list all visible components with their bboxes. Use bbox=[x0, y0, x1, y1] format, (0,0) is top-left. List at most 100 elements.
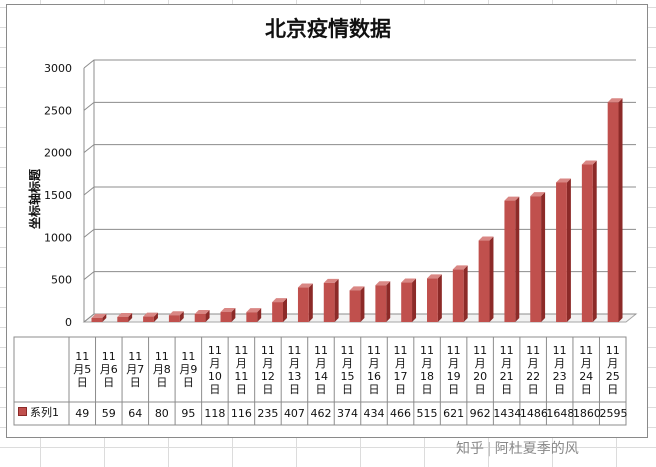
bar-side bbox=[128, 313, 133, 322]
bar bbox=[375, 285, 387, 322]
x-category-label: 11 月7 日 bbox=[126, 350, 145, 389]
bar bbox=[452, 269, 464, 322]
x-category-label: 11 月 15 日 bbox=[340, 343, 355, 396]
data-label: 1860 bbox=[572, 407, 601, 420]
bar-side bbox=[360, 286, 365, 322]
x-category-label: 11 月 13 日 bbox=[287, 343, 302, 396]
bar bbox=[246, 312, 258, 322]
bar-top bbox=[168, 311, 184, 316]
data-label: 434 bbox=[363, 407, 385, 420]
bar bbox=[143, 316, 154, 322]
bar-top bbox=[220, 308, 236, 313]
x-category-label: 11 月 14 日 bbox=[313, 343, 328, 396]
bar-top bbox=[349, 286, 365, 291]
bar-side bbox=[308, 283, 313, 322]
x-category-label: 11 月 20 日 bbox=[473, 343, 488, 396]
bar-top bbox=[117, 313, 133, 318]
x-category-label: 11 月6 日 bbox=[99, 350, 118, 389]
bar-top bbox=[607, 98, 623, 103]
bar-side bbox=[179, 311, 184, 322]
bar bbox=[401, 282, 413, 322]
y-tick-label: 500 bbox=[51, 274, 72, 287]
y-tick-label: 0 bbox=[65, 316, 72, 329]
data-label: 1648 bbox=[546, 407, 575, 420]
gridline bbox=[83, 59, 636, 69]
bar-top bbox=[401, 278, 417, 283]
data-label: 118 bbox=[204, 407, 226, 420]
bar-side bbox=[463, 265, 468, 322]
bar-top bbox=[246, 308, 262, 313]
x-category-label: 11 月 24 日 bbox=[579, 343, 594, 396]
data-label: 1434 bbox=[493, 407, 522, 420]
data-label: 2595 bbox=[599, 407, 628, 420]
bar bbox=[323, 282, 335, 322]
x-category-label: 11 月 23 日 bbox=[552, 343, 567, 396]
gridline bbox=[83, 186, 636, 196]
bar-side bbox=[153, 312, 158, 322]
bar-side bbox=[566, 178, 571, 322]
x-category-label: 11 月 12 日 bbox=[260, 343, 275, 396]
x-category-label: 11 月 11 日 bbox=[234, 343, 249, 396]
data-label: 116 bbox=[230, 407, 252, 420]
bar-side bbox=[334, 278, 339, 322]
y-tick-label: 2500 bbox=[44, 104, 72, 117]
data-label: 1486 bbox=[519, 407, 548, 420]
bar bbox=[607, 102, 619, 322]
bar-side bbox=[515, 196, 520, 322]
bar bbox=[478, 240, 490, 322]
x-category-label: 11 月 22 日 bbox=[526, 343, 541, 396]
bar-side bbox=[102, 313, 107, 322]
bar-top bbox=[194, 309, 210, 314]
bar bbox=[349, 290, 361, 322]
gridline bbox=[83, 144, 636, 154]
data-label: 515 bbox=[416, 407, 438, 420]
bar-side bbox=[592, 160, 597, 322]
bar-top bbox=[478, 236, 494, 241]
gridline bbox=[83, 228, 636, 238]
bar-side bbox=[489, 236, 494, 322]
bar-top bbox=[530, 192, 546, 197]
bar bbox=[272, 302, 283, 322]
bar-top bbox=[143, 312, 158, 317]
bar-top bbox=[91, 313, 107, 318]
bar-top bbox=[556, 178, 571, 183]
bar bbox=[504, 200, 516, 322]
x-category-label: 11 月 16 日 bbox=[367, 343, 381, 396]
bar bbox=[91, 317, 103, 322]
data-label: 462 bbox=[310, 407, 332, 420]
y-tick-label: 2000 bbox=[44, 147, 72, 160]
bar-top bbox=[452, 265, 468, 270]
legend-label-series1: 系列1 bbox=[30, 406, 59, 419]
data-label: 374 bbox=[336, 407, 358, 420]
chart-title: 北京疫情数据 bbox=[265, 17, 391, 41]
bar bbox=[581, 164, 593, 322]
watermark: 知乎 | 阿杜夏季的风 bbox=[456, 441, 579, 457]
x-category-label: 11 月 10 日 bbox=[207, 343, 222, 396]
x-category-label: 11 月 18 日 bbox=[420, 343, 435, 396]
bar-side bbox=[437, 274, 442, 322]
bar-top bbox=[323, 278, 339, 283]
y-tick-label: 3000 bbox=[44, 62, 72, 75]
bar bbox=[530, 196, 542, 322]
bar bbox=[194, 313, 206, 322]
y-tick-label: 1500 bbox=[44, 189, 72, 202]
bar-side bbox=[541, 192, 546, 322]
bar bbox=[117, 317, 129, 322]
data-label: 64 bbox=[128, 407, 143, 420]
bar bbox=[220, 312, 232, 322]
x-category-label: 11 月5 日 bbox=[73, 350, 92, 389]
x-category-label: 11 月8 日 bbox=[152, 350, 171, 389]
watermark-author: 阿杜夏季的风 bbox=[494, 441, 579, 457]
data-label: 621 bbox=[443, 407, 465, 420]
data-table-border bbox=[13, 336, 627, 426]
watermark-site: 知乎 bbox=[456, 441, 484, 457]
bar bbox=[556, 182, 567, 322]
bar bbox=[297, 287, 309, 322]
data-label: 95 bbox=[181, 407, 196, 420]
bar-top bbox=[297, 283, 313, 288]
bar-top bbox=[427, 274, 442, 279]
bar-side bbox=[282, 298, 287, 322]
data-label: 59 bbox=[101, 407, 116, 420]
data-label: 235 bbox=[257, 407, 279, 420]
